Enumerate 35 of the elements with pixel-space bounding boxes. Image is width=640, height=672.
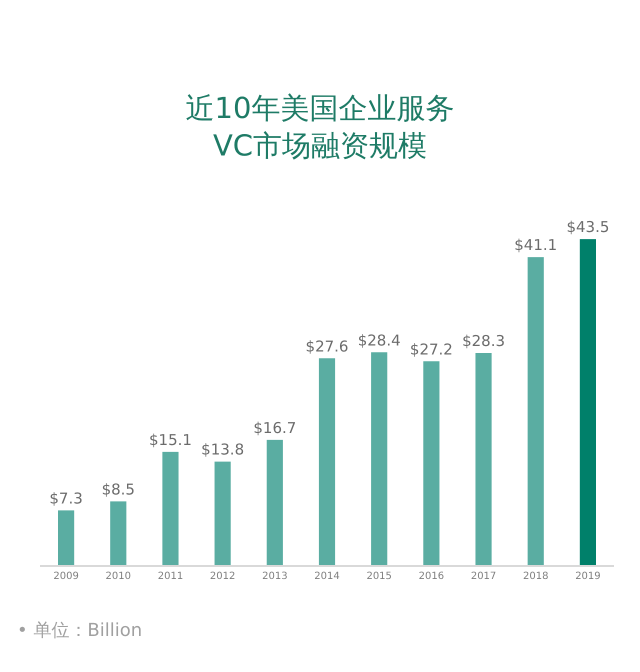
data-label: $27.6 [306,337,348,356]
x-tick-label: 2014 [314,570,340,582]
data-label: $13.8 [201,440,244,459]
x-tick-label: 2018 [523,570,548,582]
bar [266,440,283,565]
data-label: $7.3 [49,489,83,508]
x-tick-label: 2013 [262,570,288,582]
x-tick-label: 2009 [53,570,79,582]
data-label: $8.5 [102,480,135,498]
bar [580,239,596,565]
bar [475,353,492,565]
x-tick-label: 2010 [106,570,131,582]
data-label: $41.1 [514,236,558,254]
x-tick-label: 2017 [470,570,496,582]
bar [318,358,336,565]
x-tick-label: 2015 [366,570,392,582]
bar [423,361,440,565]
text: • 单位：Billion [17,620,142,641]
data-label: $16.7 [253,418,296,437]
bar [110,501,126,565]
x-tick-label: 2016 [418,570,444,582]
bar [528,257,544,565]
bar [371,352,388,565]
x-tick-label: 2011 [158,570,184,582]
data-label: $28.3 [462,332,506,350]
data-label: $27.2 [410,340,453,358]
bar [162,452,179,565]
bar [214,462,231,565]
x-tick-label: 2012 [210,570,236,582]
data-label: $15.1 [148,430,192,449]
x-tick-label: 2019 [575,570,601,582]
data-label: $28.4 [358,331,401,350]
bar [58,510,74,565]
chart-title: 近10年美国企业服务 VC市场融资规模 [186,91,454,163]
data-label: $43.5 [566,218,610,236]
